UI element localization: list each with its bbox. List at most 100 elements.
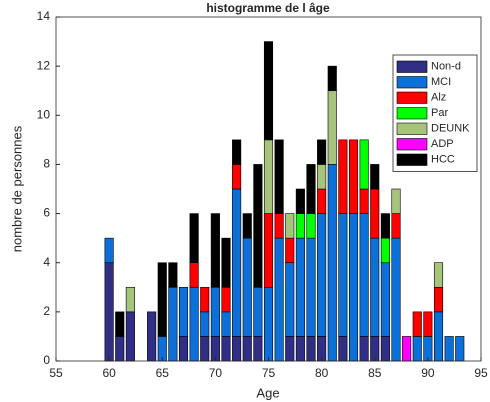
bar-segment: [285, 213, 295, 239]
bar-segment: [338, 213, 348, 337]
legend-swatch: [396, 60, 428, 73]
bar-segment: [168, 262, 178, 288]
bar-segment: [433, 311, 444, 362]
bar-segment: [263, 139, 274, 214]
bar-segment: [285, 336, 295, 362]
bar-segment: [317, 139, 327, 165]
bar-segment: [370, 188, 380, 239]
bar-segment: [295, 237, 305, 337]
bar-segment: [455, 336, 465, 362]
bar-segment: [253, 336, 263, 362]
bar-segment: [221, 286, 231, 313]
bar-segment: [263, 41, 274, 141]
x-tick-label: 80: [315, 366, 329, 380]
legend-swatch: [396, 153, 428, 166]
bar-segment: [317, 188, 327, 214]
y-tick-label: 2: [43, 304, 50, 318]
bar-segment: [295, 188, 305, 214]
bar-segment: [232, 164, 242, 190]
bar-segment: [189, 262, 199, 288]
bar-segment: [115, 311, 125, 337]
bar-segment: [380, 336, 390, 362]
legend-label: DEUNK: [431, 123, 470, 135]
bar-segment: [125, 311, 135, 362]
bar-segment: [221, 237, 231, 288]
bar-segment: [306, 213, 316, 239]
legend-label: ADP: [431, 138, 454, 150]
bar-segment: [348, 213, 359, 362]
x-tick-label: 60: [102, 366, 116, 380]
legend-label: Non-d: [431, 61, 461, 73]
bar-segment: [189, 286, 199, 362]
bar-segment: [423, 311, 433, 337]
bar-segment: [412, 311, 422, 337]
bar-segment: [232, 139, 242, 165]
legend-swatch: [396, 138, 428, 151]
bar-segment: [433, 262, 444, 288]
bar-segment: [147, 311, 157, 362]
bar-segment: [402, 336, 412, 362]
bar-segment: [359, 188, 369, 214]
bar-segment: [125, 286, 135, 313]
bar-segment: [380, 213, 390, 239]
bar-segment: [274, 213, 284, 239]
bar-segment: [210, 286, 220, 337]
bar-segment: [232, 188, 242, 337]
bar-segment: [317, 164, 327, 190]
bar-segment: [263, 213, 274, 288]
bar-segment: [444, 336, 454, 362]
bar-segment: [359, 336, 369, 362]
bar-segment: [274, 139, 284, 214]
bar-segment: [221, 336, 231, 362]
bar-segment: [295, 336, 305, 362]
bar-segment: [338, 336, 348, 362]
bar-segment: [232, 336, 242, 362]
x-tick-label: 85: [368, 366, 382, 380]
bar-segment: [221, 311, 231, 337]
bar-segment: [380, 262, 390, 337]
bar-segment: [168, 286, 178, 362]
x-tick-label: 75: [262, 366, 276, 380]
bar-segment: [200, 311, 210, 337]
legend-swatch: [396, 91, 428, 104]
y-tick-label: 4: [43, 255, 50, 269]
x-tick-label: 90: [421, 366, 435, 380]
legend-label: MCI: [431, 76, 451, 88]
bar-segment: [380, 237, 390, 264]
x-tick-label: 65: [156, 366, 170, 380]
bar-segment: [104, 262, 114, 362]
bar-segment: [348, 139, 359, 214]
bar-segment: [306, 237, 316, 337]
bar-segment: [370, 164, 380, 190]
bar-segment: [242, 336, 252, 362]
y-tick-label: 8: [43, 157, 50, 171]
bar-segment: [104, 237, 114, 264]
bar-segment: [178, 286, 189, 337]
y-tick-label: 6: [43, 206, 50, 220]
bar-segment: [359, 139, 369, 190]
chart-title: histogramme de l âge: [206, 1, 330, 15]
legend-swatch: [396, 122, 428, 135]
bar-segment: [338, 139, 348, 214]
bar-segment: [433, 286, 444, 313]
bar-segment: [285, 237, 295, 264]
bar-segment: [306, 336, 316, 362]
bar-segment: [327, 164, 337, 362]
bar-segment: [253, 164, 263, 288]
bar-segment: [157, 262, 167, 337]
x-tick-label: 55: [49, 366, 63, 380]
x-axis-label: Age: [256, 385, 279, 400]
bar-segment: [285, 262, 295, 337]
x-tick-label: 70: [209, 366, 223, 380]
bar-segment: [210, 213, 220, 288]
bar-segment: [317, 213, 327, 337]
bar-segment: [306, 164, 316, 214]
y-tick-label: 10: [37, 107, 51, 121]
bar-segment: [253, 286, 263, 337]
bar-segment: [200, 286, 210, 313]
legend-label: HCC: [431, 154, 455, 166]
bar-segment: [242, 237, 252, 337]
bar-segment: [391, 213, 401, 239]
bar-segment: [274, 237, 284, 362]
